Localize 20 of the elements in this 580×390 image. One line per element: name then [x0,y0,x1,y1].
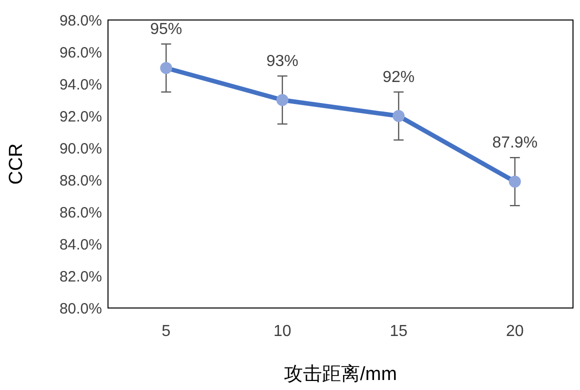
data-label: 92% [382,69,415,86]
y-tick-label: 84.0% [59,236,102,254]
y-tick-label: 80.0% [59,300,102,318]
data-label: 93% [266,53,298,70]
y-tick-label: 90.0% [59,140,102,158]
data-label: 95% [150,21,182,38]
y-axis-title: CCR [6,143,27,185]
y-tick-label: 92.0% [59,108,102,126]
x-tick-label: 5 [162,323,171,340]
x-tick-label: 15 [390,323,408,340]
y-tick-label: 86.0% [59,204,102,222]
x-tick-label: 10 [273,323,292,340]
x-tick-label: 20 [506,323,524,340]
y-tick-label: 94.0% [59,76,102,94]
x-axis-title: 攻击距离/mm [284,363,397,385]
y-tick-label: 96.0% [59,44,102,62]
y-tick-label: 88.0% [59,172,102,190]
y-tick-label: 82.0% [59,268,102,286]
y-tick-label: 98.0% [59,12,102,30]
data-label: 87.9% [492,134,538,152]
